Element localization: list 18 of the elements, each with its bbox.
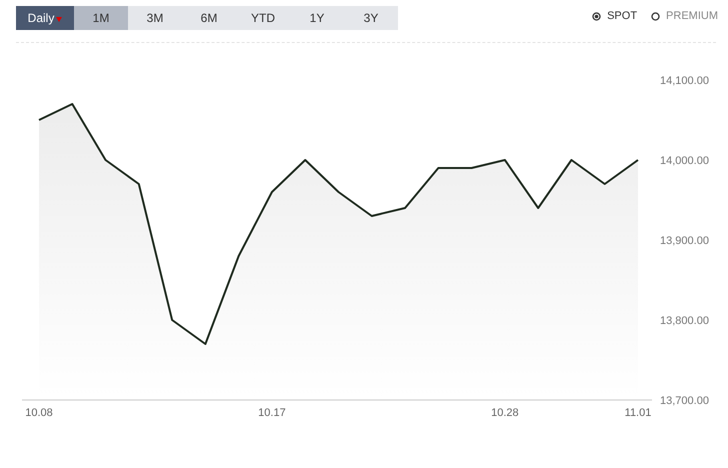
x-tick-label: 10.28: [491, 406, 519, 419]
y-tick-label: 13,800.00: [660, 314, 709, 327]
text: 6M: [182, 6, 236, 30]
y-tick-label: 13,700.00: [660, 394, 709, 407]
text: 3M: [128, 6, 182, 30]
y-tick-label: 14,000.00: [660, 154, 709, 167]
text: Daily: [16, 6, 74, 30]
x-tick-label: 11.01: [624, 406, 652, 419]
y-tick-label: 14,100.00: [660, 74, 709, 87]
text: 3Y: [344, 6, 398, 30]
y-tick-label: 13,900.00: [660, 234, 709, 247]
text: PREMIUM: [665, 10, 718, 22]
x-tick-label: 10.08: [25, 406, 53, 419]
text: 1M: [74, 6, 128, 30]
text: 1Y: [290, 6, 344, 30]
text: YTD: [236, 6, 290, 30]
x-tick-label: 10.17: [258, 406, 286, 419]
text: SPOT: [606, 10, 638, 22]
